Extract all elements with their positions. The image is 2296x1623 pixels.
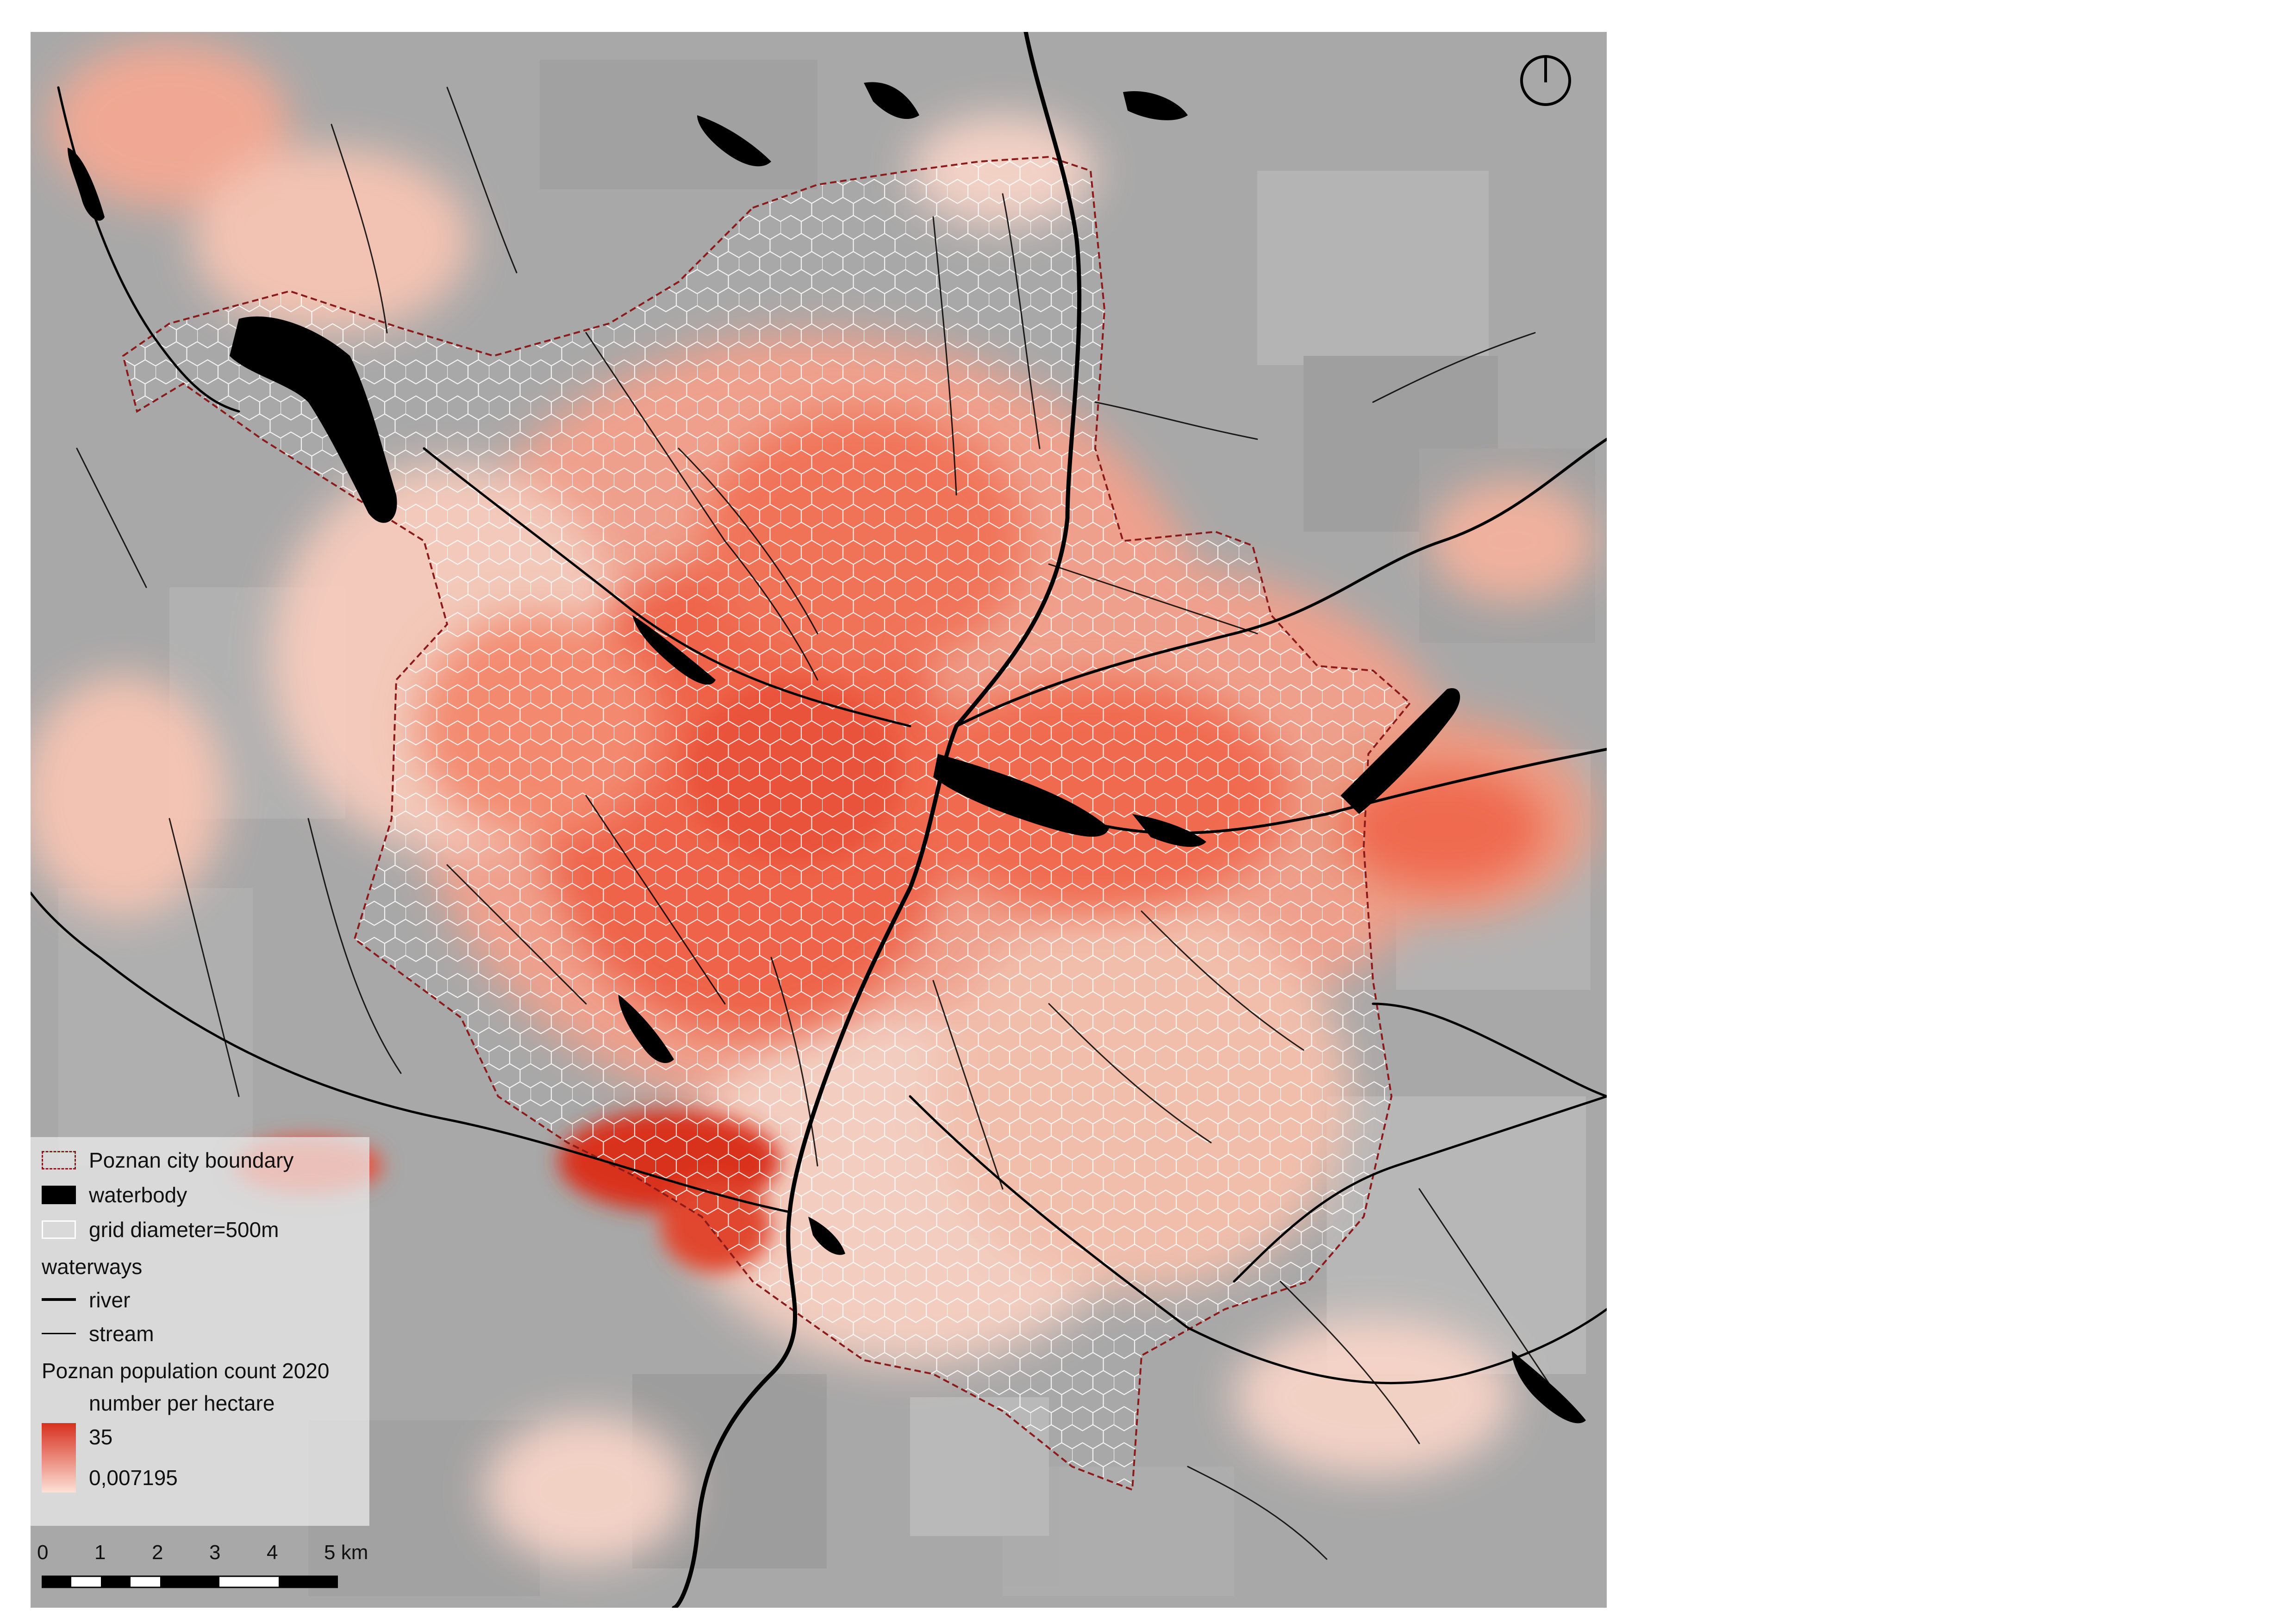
- scale-bar: 0 1 2 3 4 5 km: [31, 1541, 373, 1606]
- river-label: river: [89, 1288, 131, 1312]
- map-canvas[interactable]: [31, 32, 1607, 1608]
- scale-tick-4: 4: [267, 1541, 278, 1564]
- population-max-label: 35: [89, 1425, 113, 1449]
- population-min-label: 0,007195: [89, 1466, 178, 1490]
- scale-tick-0: 0: [37, 1541, 49, 1564]
- population-ramp: [42, 1423, 76, 1492]
- river-swatch: [42, 1298, 76, 1301]
- grid-swatch: [42, 1220, 76, 1239]
- waterbody-swatch: [42, 1186, 76, 1204]
- legend-item-river: river: [31, 1286, 369, 1314]
- waterways-title: waterways: [42, 1255, 143, 1279]
- waterbody-label: waterbody: [89, 1183, 187, 1207]
- population-subtitle: number per hectare: [89, 1391, 275, 1415]
- legend-item-stream: stream: [31, 1320, 369, 1348]
- map-frame[interactable]: [31, 32, 1607, 1608]
- scale-bar-graphic: [42, 1575, 338, 1588]
- rivers: [31, 32, 1607, 1608]
- map-legend: Poznan city boundary waterbody grid diam…: [31, 1137, 369, 1526]
- scale-tick-2: 2: [152, 1541, 163, 1564]
- population-title: Poznan population count 2020: [42, 1359, 330, 1383]
- streams: [76, 87, 1559, 1560]
- scale-tick-1: 1: [94, 1541, 106, 1564]
- scale-tick-5: 5 km: [324, 1541, 368, 1564]
- boundary-swatch: [42, 1151, 76, 1169]
- legend-waterways-title: waterways: [31, 1253, 369, 1281]
- stream-label: stream: [89, 1322, 154, 1346]
- grid-label: grid diameter=500m: [89, 1218, 279, 1242]
- legend-item-waterbody: waterbody: [31, 1181, 369, 1209]
- city-boundary: [122, 155, 1411, 1491]
- scale-tick-3: 3: [209, 1541, 221, 1564]
- north-arrow-icon: [1520, 55, 1571, 106]
- legend-item-grid: grid diameter=500m: [31, 1216, 369, 1244]
- legend-item-boundary: Poznan city boundary: [31, 1146, 369, 1174]
- waterbodies: [68, 82, 1586, 1424]
- legend-population-subtitle: number per hectare: [31, 1389, 369, 1417]
- stream-swatch: [42, 1333, 76, 1334]
- boundary-label: Poznan city boundary: [89, 1148, 294, 1172]
- legend-population-title: Poznan population count 2020: [31, 1357, 369, 1385]
